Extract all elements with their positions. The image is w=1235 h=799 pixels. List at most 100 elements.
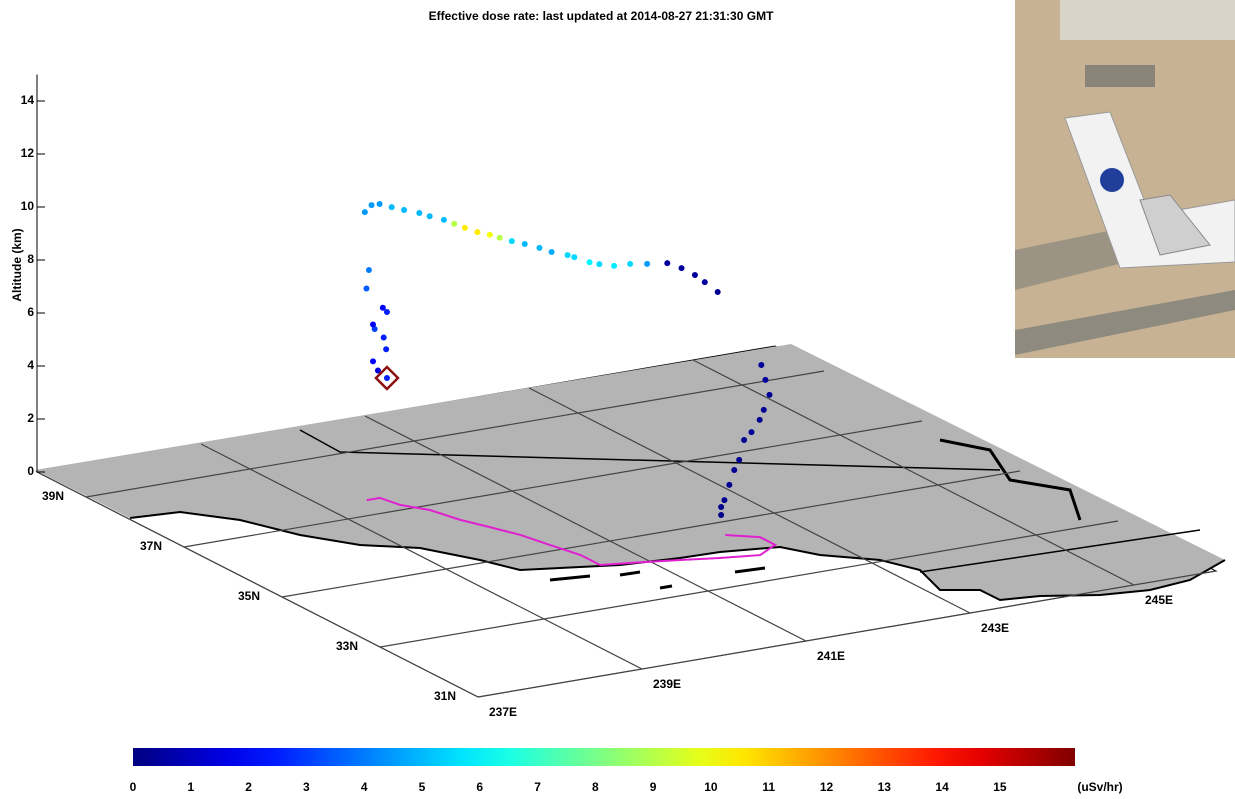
data-layer (361, 201, 778, 567)
dose-point (586, 259, 593, 266)
dose-point (363, 285, 370, 292)
dose-point (564, 252, 571, 259)
colorbar-tick-label: 7 (534, 780, 541, 794)
lon-grid-line (528, 387, 971, 614)
dose-point (383, 346, 390, 353)
lon-grid-line (692, 359, 1135, 586)
dose-point (758, 361, 765, 368)
islands (549, 438, 1082, 590)
colorbar (133, 748, 1075, 766)
lat-tick-label: 33N (336, 639, 358, 653)
dose-point (370, 358, 377, 365)
lat-grid-line (85, 370, 825, 498)
colorbar-tick-label: 15 (993, 780, 1007, 794)
lon-tick-label: 243E (981, 621, 1009, 635)
photo (1015, 0, 1235, 358)
z-tick-label: 0 (27, 464, 34, 478)
dose-point (701, 279, 708, 286)
lat-grid-line (477, 570, 1217, 698)
dose-point (451, 220, 458, 227)
dose-point (383, 375, 390, 382)
dose-point (748, 429, 755, 436)
dose-point (548, 248, 555, 255)
colorbar-tick-label: 1 (187, 780, 194, 794)
ground-track (366, 496, 778, 567)
dose-point (365, 267, 372, 274)
lat-grid-line (379, 520, 1119, 648)
logo (1100, 168, 1124, 192)
dose-point (736, 456, 743, 463)
position-marker (374, 365, 400, 391)
dose-point (508, 238, 515, 245)
lat-tick-label: 31N (434, 689, 456, 703)
pad (1085, 65, 1155, 87)
dose-point (664, 260, 671, 267)
colorbar-tick-label: 12 (820, 780, 834, 794)
dose-point (721, 497, 728, 504)
stabilizer (1139, 194, 1211, 256)
colorbar-tick-label: 6 (476, 780, 483, 794)
dose-point (714, 289, 721, 295)
dose-point (383, 309, 390, 316)
colorbar-tick-label: 2 (245, 780, 252, 794)
lat-tick-label: 35N (238, 589, 260, 603)
dose-point (691, 271, 698, 278)
dose-point (461, 224, 468, 231)
dose-point (379, 304, 386, 311)
lon-tick-label: 241E (817, 649, 845, 663)
dose-point (416, 210, 423, 217)
dose-point (596, 261, 603, 268)
dose-point (474, 229, 481, 236)
chart-title: Effective dose rate: last updated at 201… (429, 9, 774, 23)
borders (299, 429, 1201, 573)
colorbar-tick-label: 13 (878, 780, 892, 794)
lon-grid-line (200, 443, 643, 670)
z-tick-label: 12 (21, 146, 35, 160)
lat-tick-label: 37N (140, 539, 162, 553)
dose-point (762, 376, 769, 383)
dose-point (644, 260, 651, 267)
taxiway (1015, 290, 1235, 355)
colorbar-tick-label: 5 (419, 780, 426, 794)
colorbar-tick-label: 11 (762, 780, 775, 794)
lon-tick-label: 245E (1145, 593, 1173, 607)
dose-point (611, 262, 618, 269)
dose-point (536, 244, 543, 251)
z-tick-label: 8 (27, 252, 34, 266)
dose-point (374, 367, 381, 374)
colorbar-tick-label: 14 (935, 780, 949, 794)
dose-point (376, 201, 383, 208)
z-tick-label: 14 (21, 93, 35, 107)
dose-point (380, 334, 387, 341)
lat-grid-line (183, 420, 923, 548)
colorbar-tick-label: 4 (361, 780, 368, 794)
dose-point (401, 207, 408, 214)
z-tick-label: 4 (27, 358, 34, 372)
dose-point (718, 511, 725, 518)
lon-tick-label: 237E (489, 705, 517, 719)
dose-point (726, 481, 733, 488)
dose-point (361, 209, 368, 216)
colorbar-tick-label: 10 (704, 780, 718, 794)
colorbar-tick-label: 0 (130, 780, 137, 794)
lon-grid-line (364, 415, 807, 642)
dose-point (521, 241, 528, 248)
dose-point (766, 391, 773, 398)
z-tick-label: 2 (27, 411, 34, 425)
dose-point (756, 416, 763, 423)
dose-point (370, 321, 377, 328)
building (1060, 0, 1235, 40)
land (35, 344, 1225, 600)
dose-point (426, 213, 433, 220)
lon-grid-line (36, 471, 479, 698)
dose-point (678, 265, 685, 272)
lat-tick-label: 39N (42, 489, 64, 503)
dose-point (741, 437, 748, 444)
map-grid (36, 359, 1217, 698)
dose-point (571, 254, 578, 261)
colorbar-tick-label: 3 (303, 780, 310, 794)
dose-point (388, 204, 395, 211)
lat-grid-line (281, 470, 1021, 598)
